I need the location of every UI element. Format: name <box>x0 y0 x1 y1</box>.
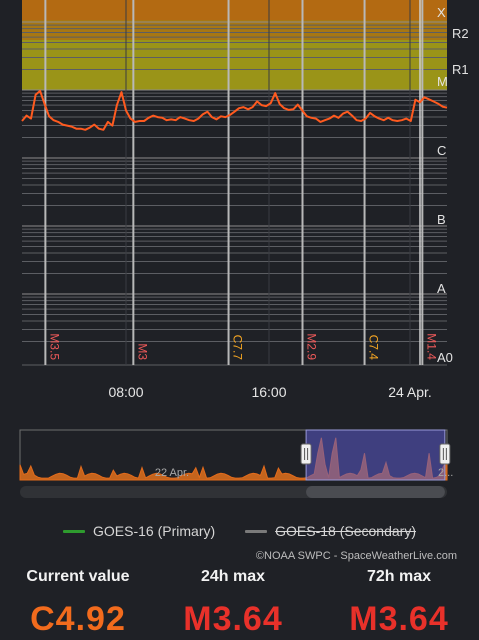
flare-marker-label[interactable]: C7.7 <box>231 335 245 361</box>
navigator-handle-right[interactable] <box>439 443 451 465</box>
max-72h-value: M3.64 <box>349 600 449 638</box>
x-tick-label: 08:00 <box>108 384 143 400</box>
xray-flux-chart[interactable]: X R2 R1 M C B A A0 M3.5 M3 C7.7 M2.9 C7.4 M1.4 08:00 16… <box>0 0 479 420</box>
legend-goes16-swatch <box>63 529 86 533</box>
max-72h-stat: 72h max M3.64 <box>334 568 464 639</box>
navigator-handle-left[interactable] <box>300 443 312 465</box>
flare-marker-label[interactable]: M1.4 <box>424 333 438 360</box>
source-credit: ©NOAA SWPC - SpaceWeatherLive.com <box>255 550 457 562</box>
flare-marker-label[interactable]: C7.4 <box>367 335 381 361</box>
time-navigator[interactable]: 22 Apr. 2... <box>0 424 479 504</box>
flux-stats: Current value C4.92 24h max M3.64 72h ma… <box>0 568 479 640</box>
navigator-date-label: 22 Apr. <box>155 467 189 479</box>
flare-class-label: B <box>437 212 446 227</box>
current-value-label: Current value <box>26 568 130 585</box>
flare-class-label: A <box>437 281 446 296</box>
goes16-flux-line <box>21 89 448 131</box>
legend-goes18-label: GOES-18 (Secondary) <box>275 523 416 539</box>
flare-class-label: M <box>437 74 448 89</box>
flare-class-label: R2 <box>452 26 469 41</box>
legend-goes16[interactable]: GOES-16 (Primary) <box>63 523 215 539</box>
handle-grip[interactable] <box>300 443 312 465</box>
legend-goes16-label: GOES-16 (Primary) <box>93 523 216 539</box>
legend-goes18-swatch <box>245 529 268 533</box>
navigator-selection[interactable] <box>305 429 446 481</box>
flare-class-label: R1 <box>452 62 469 77</box>
flare-class-label: X <box>437 5 446 20</box>
flare-marker-label[interactable]: M3.5 <box>47 333 61 360</box>
current-value: C4.92 <box>30 600 126 638</box>
max-72h-label: 72h max <box>366 568 432 585</box>
x-tick-label: 16:00 <box>251 384 286 400</box>
flare-marker-label[interactable]: M2.9 <box>305 333 319 360</box>
handle-grip[interactable] <box>439 443 451 465</box>
max-24h-stat: 24h max M3.64 <box>168 568 298 639</box>
x-tick-label: 24 Apr. <box>388 384 432 400</box>
plot-background <box>22 90 447 365</box>
band-x-class <box>22 0 447 20</box>
flare-marker-label[interactable]: M3 <box>135 343 149 360</box>
navigator-right-label: 2... <box>438 467 453 479</box>
current-value-stat: Current value C4.92 <box>8 568 148 639</box>
max-24h-value: M3.64 <box>183 600 283 638</box>
navigator-scrollbar-thumb[interactable] <box>306 486 445 498</box>
legend-goes18[interactable]: GOES-18 (Secondary) <box>245 523 416 539</box>
flare-class-label: C <box>437 143 446 158</box>
max-24h-label: 24h max <box>200 568 266 585</box>
flare-class-label: A0 <box>437 350 453 365</box>
chart-legend: GOES-16 (Primary) GOES-18 (Secondary) <box>0 520 479 542</box>
grid-lines <box>22 21 447 366</box>
band-r1-m <box>22 40 447 90</box>
